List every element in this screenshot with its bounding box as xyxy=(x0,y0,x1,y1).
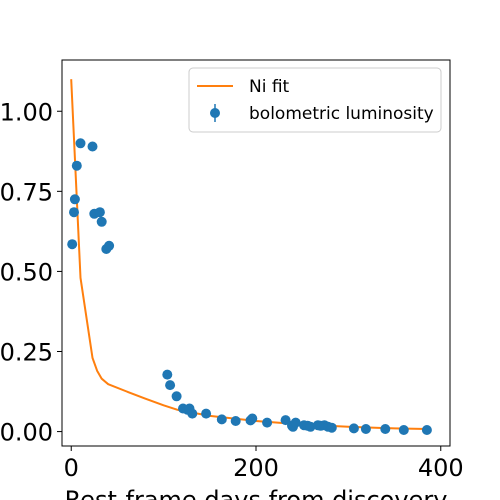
bolometric-point xyxy=(290,417,301,428)
y-tick-label: 0.75 xyxy=(0,178,53,206)
legend: Ni fit bolometric luminosity xyxy=(188,67,442,133)
y-tick-label: 0.00 xyxy=(0,419,53,447)
bolometric-point xyxy=(87,141,98,152)
x-tick-label: 400 xyxy=(418,454,464,482)
y-tick-label: 0.25 xyxy=(0,339,53,367)
bolometric-point xyxy=(171,391,182,402)
x-tick-label: 0 xyxy=(64,454,79,482)
bolometric-point xyxy=(398,425,409,435)
bolometric-point xyxy=(262,417,273,428)
bolometric-point xyxy=(230,416,241,426)
x-tick-label: 200 xyxy=(233,454,279,482)
x-axis-label: Rest-frame days from discovery xyxy=(65,486,448,500)
legend-bolometric-label: bolometric luminosity xyxy=(249,104,434,124)
bolometric-point xyxy=(67,239,78,250)
bolometric-point xyxy=(104,240,115,251)
legend-ni-fit-label: Ni fit xyxy=(249,77,290,97)
tick-labels: 0 200 400 0.00 0.25 0.50 0.75 1.00 xyxy=(0,98,464,482)
bolometric-point xyxy=(421,425,432,435)
bolometric-point xyxy=(187,408,198,419)
plot-series xyxy=(67,79,432,435)
bolometric-point xyxy=(201,408,212,419)
bolometric-point xyxy=(165,380,176,391)
bolometric-point xyxy=(380,424,391,434)
legend-bolometric-marker xyxy=(210,108,220,118)
bolometric-point xyxy=(69,207,79,218)
bolometric-point xyxy=(71,160,82,171)
legend-box xyxy=(188,67,442,133)
bolometric-point xyxy=(69,194,80,205)
plot-frame xyxy=(61,59,451,447)
bolometric-point xyxy=(360,424,371,434)
y-tick-label: 0.50 xyxy=(0,258,53,286)
bolometric-point xyxy=(348,423,359,434)
bolometric-point xyxy=(247,413,258,424)
bolometric-point xyxy=(280,415,291,426)
bolometric-point xyxy=(162,369,173,380)
y-tick-label: 1.00 xyxy=(0,98,53,126)
bolometric-point xyxy=(75,138,86,149)
bolometric-point xyxy=(326,422,337,433)
bolometric-point xyxy=(216,414,227,425)
bolometric-point xyxy=(94,207,105,218)
tick-marks xyxy=(57,110,442,451)
bolometric-point xyxy=(96,216,107,227)
